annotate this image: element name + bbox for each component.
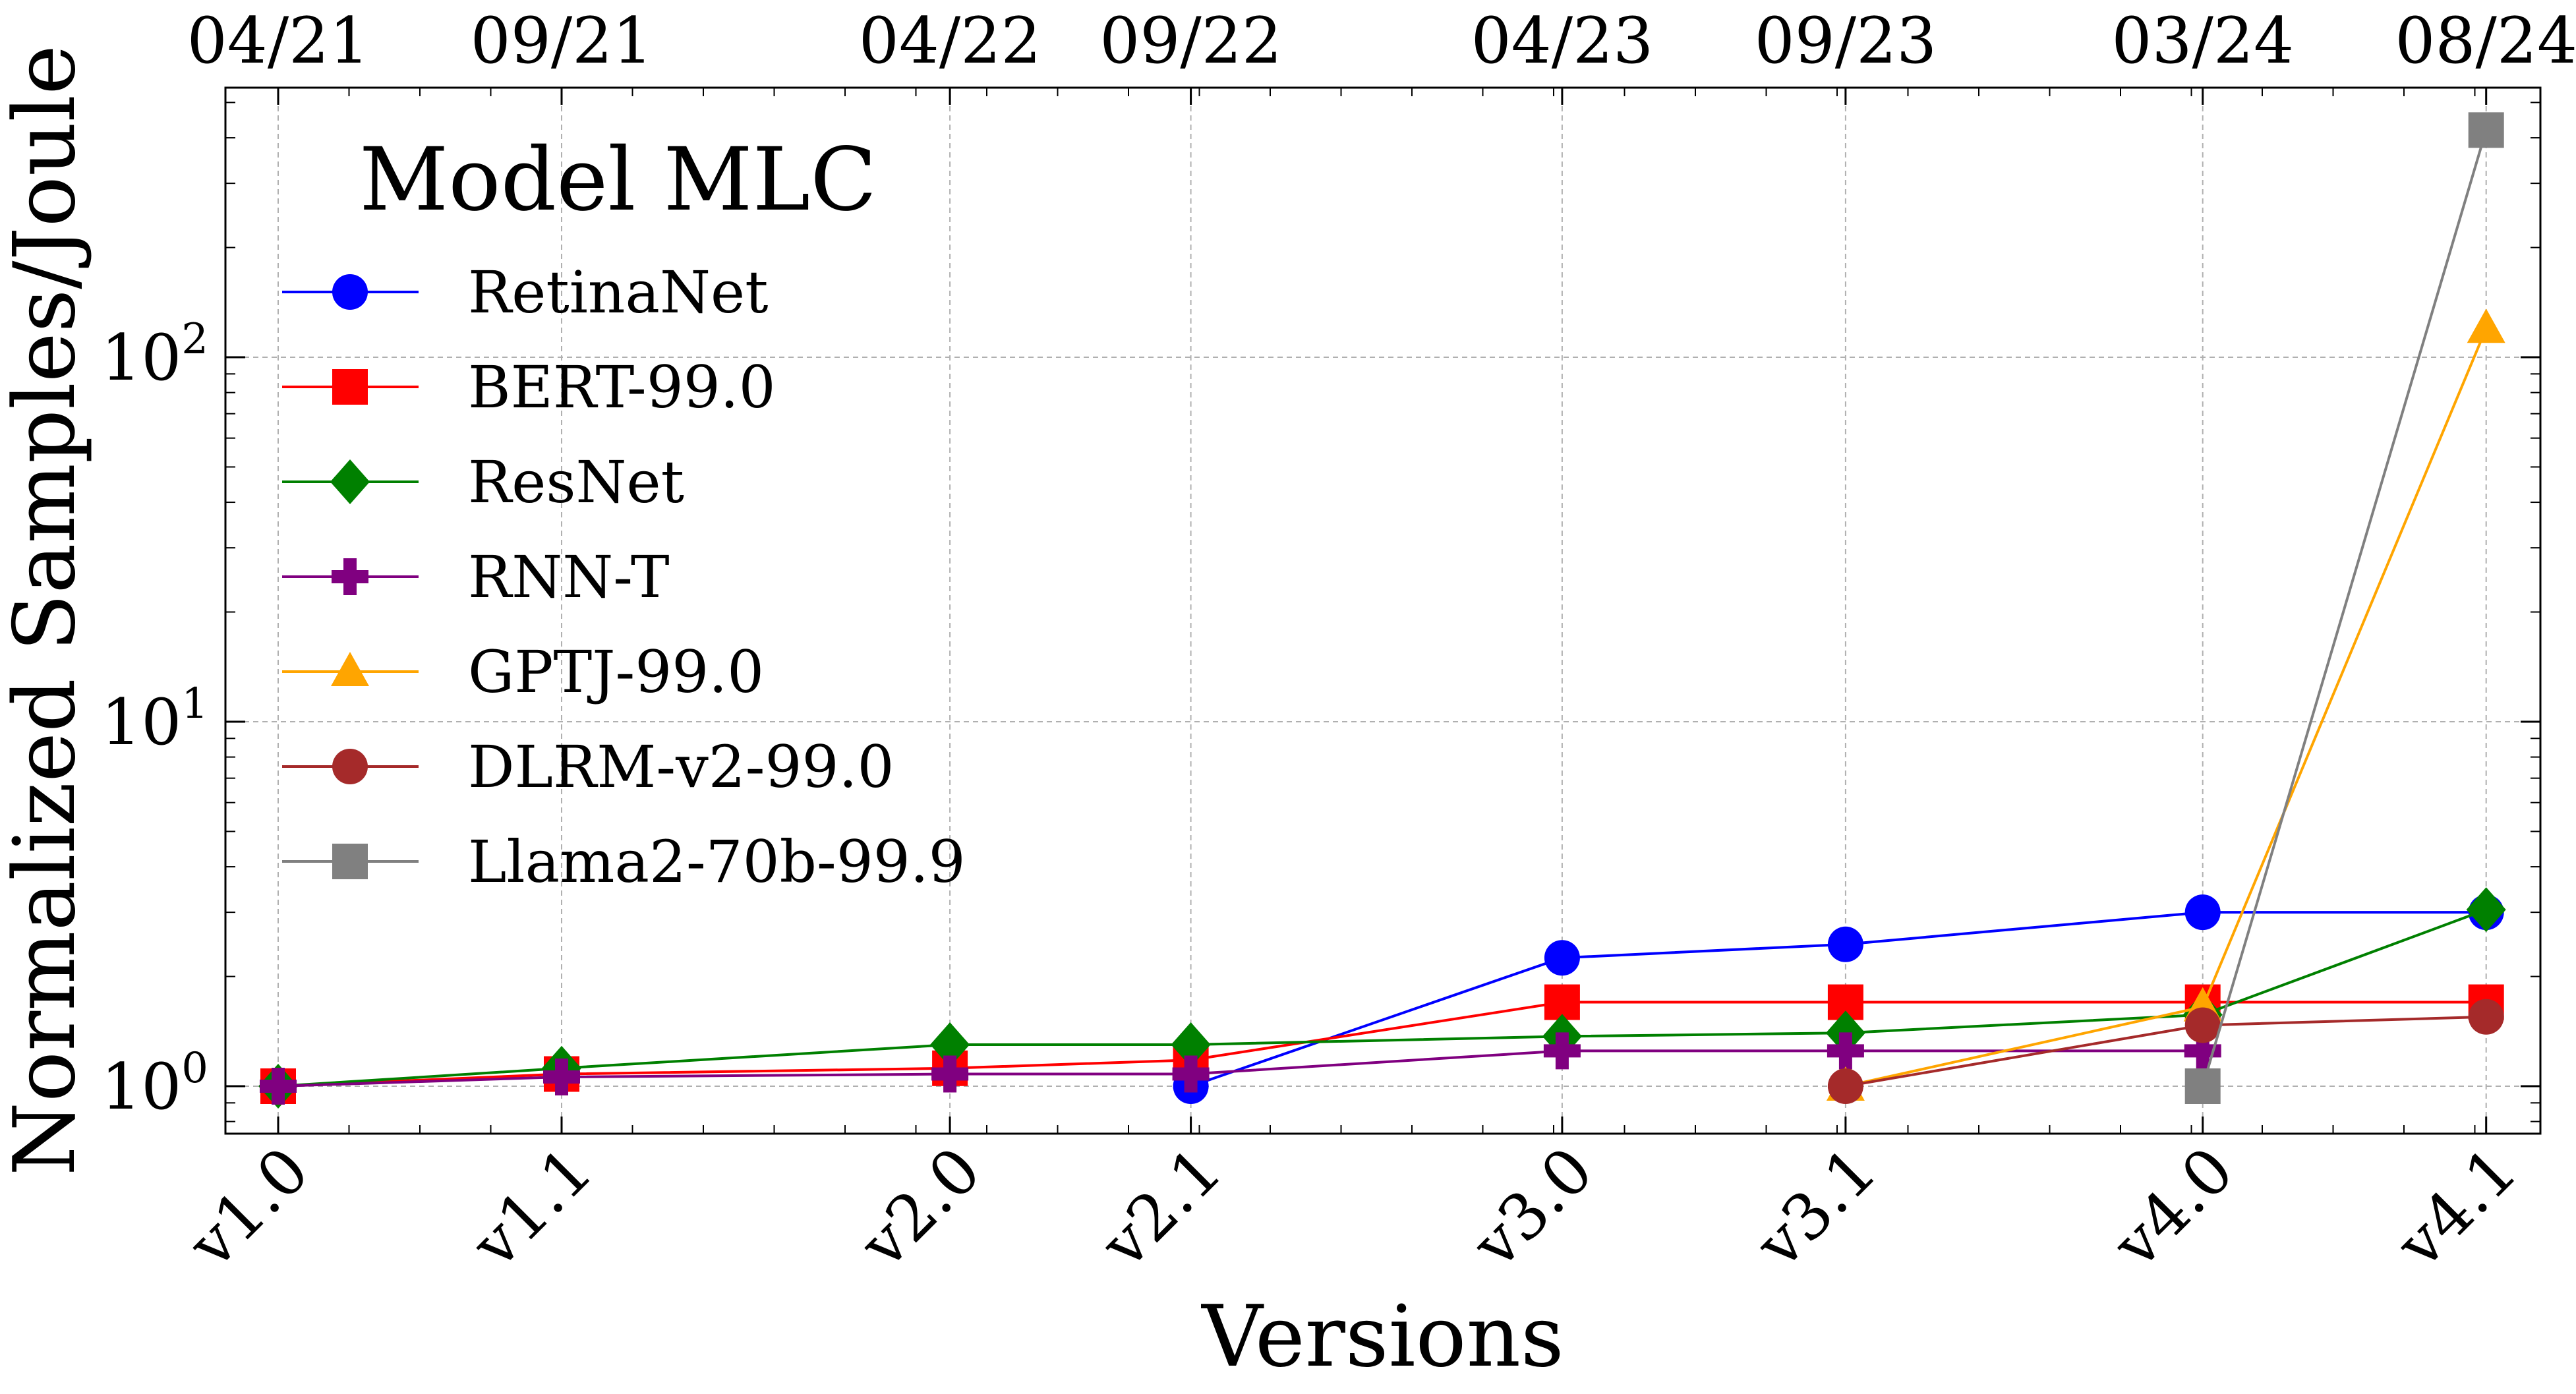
- data-point: [2468, 999, 2504, 1035]
- series-line: [278, 908, 2487, 1088]
- x-tick-label: v4.1: [2382, 1133, 2531, 1282]
- series-layer: [258, 112, 2506, 1109]
- legend-marker: [332, 844, 368, 879]
- x-top-tick-label: 03/24: [2111, 4, 2294, 78]
- data-point: [931, 1055, 969, 1093]
- y-tick-label: 101: [101, 680, 208, 759]
- data-point: [2184, 1068, 2221, 1104]
- plot-frame: [224, 86, 2542, 1135]
- data-point: [2184, 894, 2221, 931]
- y-tick-label: 100: [101, 1044, 208, 1124]
- minor-ticks: [225, 88, 2540, 1134]
- legend-marker: [332, 749, 368, 784]
- data-point: [1543, 1032, 1581, 1070]
- x-axis-title: Versions: [1200, 1288, 1564, 1386]
- data-point: [2184, 1007, 2221, 1043]
- legend-label: Llama2-70b-99.9: [468, 828, 966, 896]
- data-point: [2468, 112, 2504, 148]
- legend-entry: GPTJ-99.0: [282, 638, 764, 706]
- legend-marker: [332, 274, 368, 310]
- legend-marker: [332, 369, 368, 405]
- data-point: [1827, 926, 1863, 962]
- data-point: [260, 1068, 297, 1105]
- series-Llama2-70b-99.9: [2184, 112, 2504, 1104]
- legend-entry: DLRM-v2-99.0: [282, 733, 894, 801]
- data-point: [2466, 887, 2506, 933]
- data-point: [1544, 940, 1580, 976]
- data-point: [2467, 308, 2505, 343]
- legend-label: ResNet: [468, 448, 684, 516]
- x-top-tick-label: 09/22: [1099, 4, 1282, 78]
- y-tick-label: 102: [101, 315, 208, 395]
- legend-label: RetinaNet: [468, 258, 768, 326]
- legend-label: DLRM-v2-99.0: [468, 733, 894, 801]
- x-top-tick-label: 08/24: [2395, 4, 2576, 78]
- data-point: [2184, 1032, 2221, 1070]
- legend-label: RNN-T: [468, 543, 670, 611]
- series-ResNet: [258, 887, 2506, 1109]
- x-tick-label: v2.0: [846, 1133, 995, 1282]
- legend-entry: Llama2-70b-99.9: [282, 828, 966, 896]
- legend-marker: [331, 652, 369, 686]
- series-line: [1845, 328, 2488, 1088]
- x-tick-label: v1.1: [457, 1133, 606, 1282]
- data-point: [1172, 1055, 1210, 1093]
- series-RNN-T: [260, 1032, 2221, 1105]
- legend-label: BERT-99.0: [468, 353, 776, 421]
- legend-marker: [330, 459, 370, 504]
- x-tick-label: v1.0: [174, 1133, 323, 1282]
- x-tick-label: v2.1: [1087, 1133, 1236, 1282]
- y-axis-title: Normalized Samples/Joule: [0, 45, 94, 1176]
- x-axis-ticks: v1.0 04/21 v1.1 09/21 v2.0 04/22 v2.1 09/22 v3.0…: [174, 4, 2576, 1282]
- data-point: [930, 1022, 970, 1067]
- data-point: [1827, 1032, 1864, 1070]
- legend-marker: [332, 558, 368, 595]
- x-top-tick-label: 09/23: [1755, 4, 1937, 78]
- series-DLRM-v2-99.0: [1827, 999, 2504, 1104]
- legend: Model MLC RetinaNet BERT-99.0 ResNet RNN-T G…: [282, 129, 966, 896]
- x-top-tick-label: 04/21: [187, 4, 370, 78]
- legend-entry: RetinaNet: [282, 258, 768, 326]
- x-top-tick-label: 09/21: [471, 4, 653, 78]
- x-top-tick-label: 04/23: [1471, 4, 1654, 78]
- x-top-tick-label: 04/22: [859, 4, 1041, 78]
- legend-entry: BERT-99.0: [282, 353, 776, 421]
- data-point: [1171, 1022, 1211, 1067]
- x-tick-label: v4.0: [2099, 1133, 2248, 1282]
- series-line: [2201, 129, 2488, 1087]
- legend-title: Model MLC: [359, 129, 877, 231]
- series-GPTJ-99.0: [1826, 308, 2505, 1101]
- legend-entry: RNN-T: [282, 543, 670, 611]
- data-point: [543, 1059, 580, 1096]
- legend-entry: ResNet: [282, 448, 684, 516]
- legend-label: GPTJ-99.0: [468, 638, 764, 706]
- y-axis-ticks: 100 101 102: [101, 315, 2540, 1124]
- x-tick-label: v3.1: [1742, 1133, 1890, 1282]
- x-tick-label: v3.0: [1458, 1133, 1607, 1282]
- data-point: [1827, 1068, 1863, 1104]
- series-line: [278, 1001, 2486, 1088]
